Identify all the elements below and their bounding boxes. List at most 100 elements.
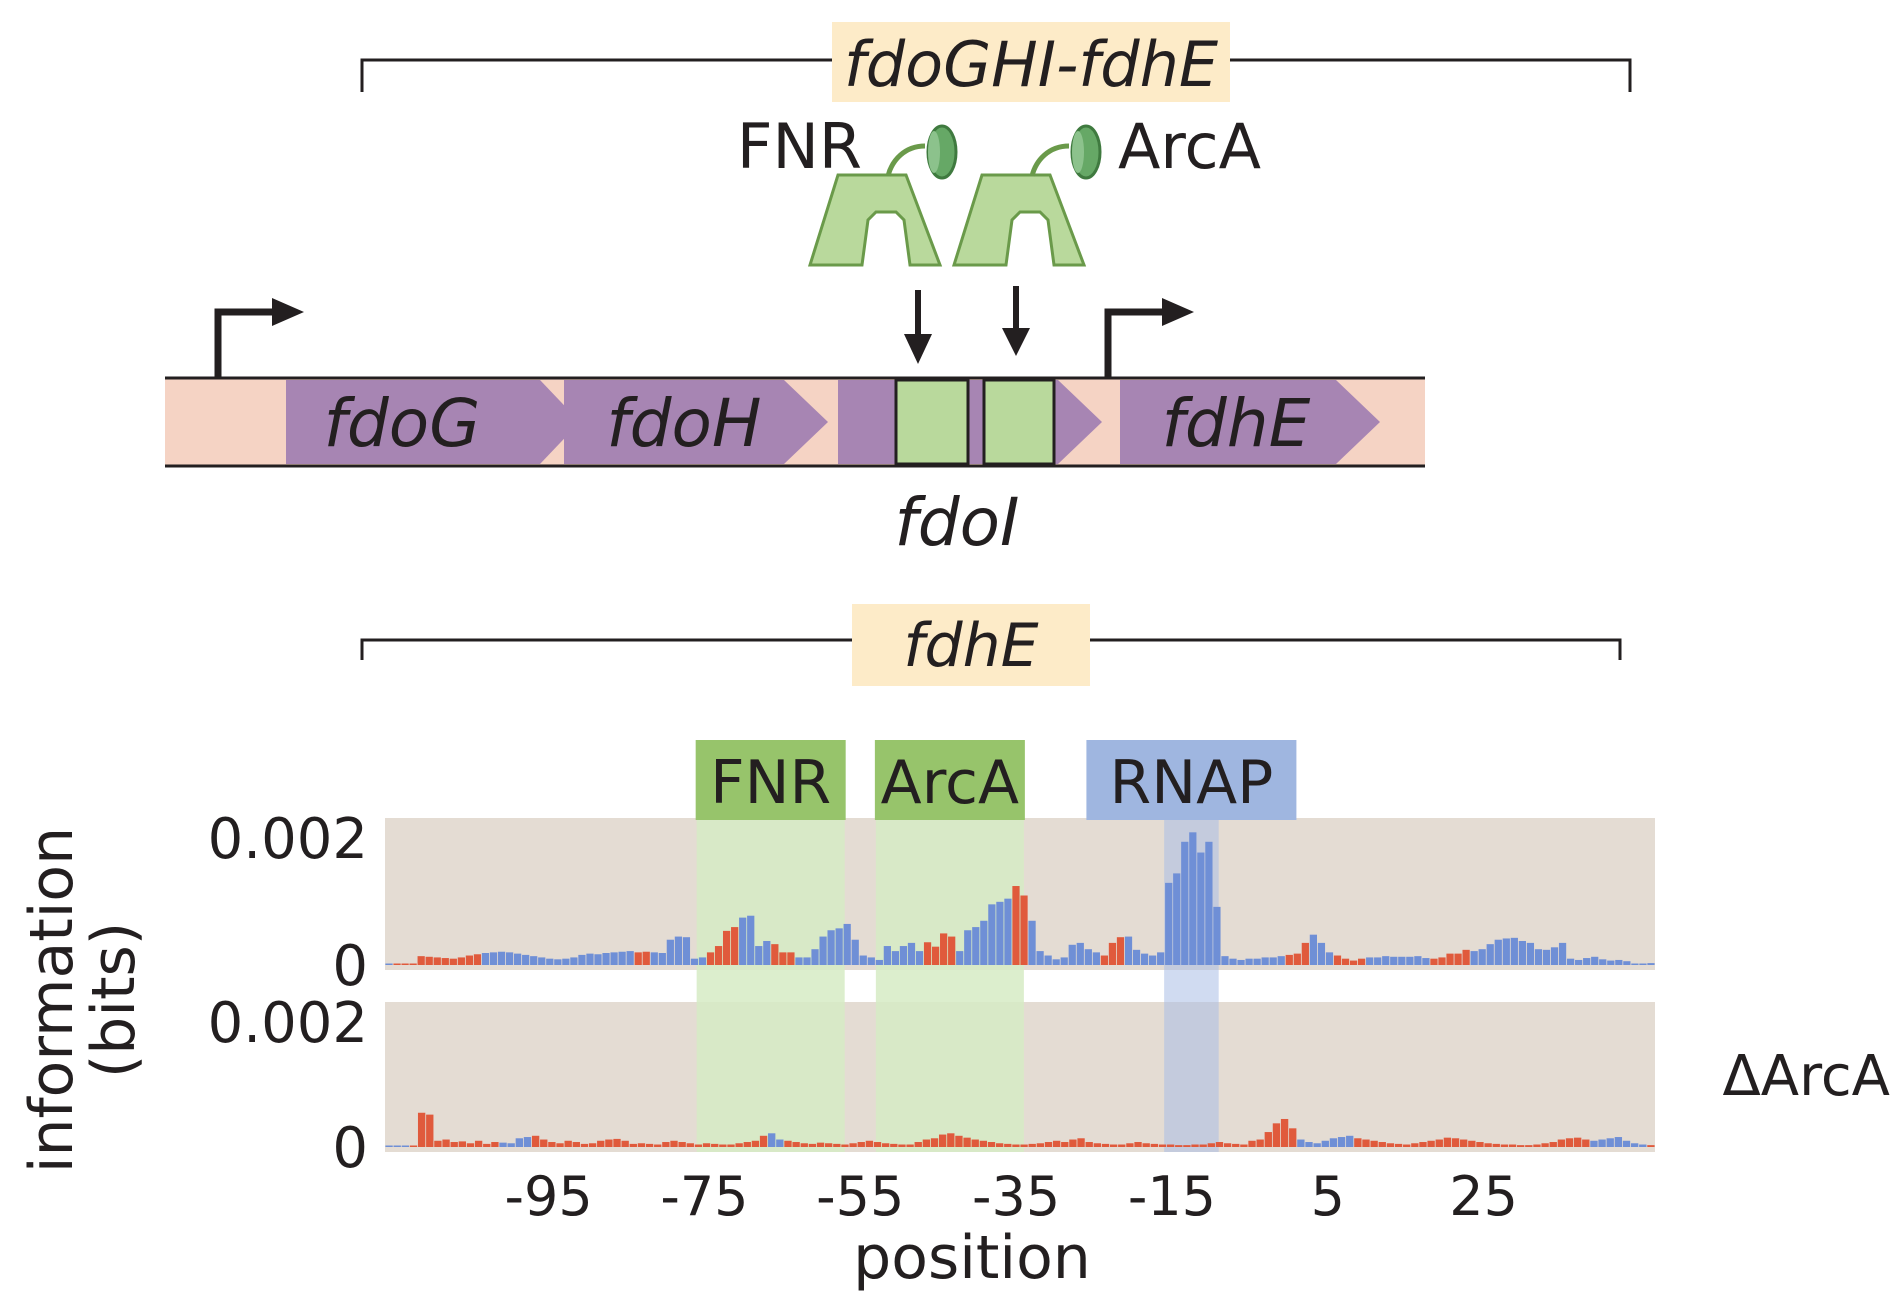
bar-panel2-1 [393, 1145, 401, 1147]
bar-panel2-38 [694, 1144, 703, 1147]
bar-panel1-86 [1076, 942, 1084, 965]
bar-panel1-125 [1390, 956, 1398, 965]
bar-panel2-48 [776, 1139, 784, 1147]
bar-panel1-153 [1615, 959, 1623, 965]
bar-panel2-49 [784, 1140, 792, 1147]
bar-panel1-122 [1366, 957, 1374, 965]
bar-panel2-107 [1256, 1139, 1264, 1147]
bar-panel1-71 [956, 951, 964, 965]
bar-panel2-110 [1280, 1118, 1289, 1147]
bar-panel2-51 [800, 1143, 808, 1147]
bar-panel1-44 [739, 917, 747, 965]
y-axis-label-line: (bits) [79, 922, 149, 1078]
gene-label-fdog: fdoG [324, 385, 481, 462]
bar-panel1-19 [538, 957, 546, 965]
arca-protein-shape [951, 173, 1087, 267]
bar-panel2-80 [1036, 1143, 1045, 1147]
bar-panel1-148 [1575, 959, 1583, 965]
y-tick-label: 0.002 [208, 807, 368, 872]
bar-panel1-107 [1245, 958, 1253, 965]
bar-panel2-28 [613, 1138, 621, 1147]
bar-panel1-138 [1494, 939, 1502, 965]
binding-site-arca [982, 378, 1056, 466]
bar-panel2-143 [1549, 1142, 1557, 1147]
bar-panel1-115 [1309, 934, 1318, 965]
bar-panel2-39 [702, 1143, 711, 1147]
bar-panel1-121 [1357, 958, 1366, 965]
bar-panel2-85 [1077, 1138, 1085, 1147]
bar-panel2-27 [605, 1139, 613, 1147]
arrow-down-icon [1002, 328, 1030, 356]
bar-panel2-129 [1435, 1139, 1443, 1147]
y-axis-label: information(bits) [17, 827, 149, 1173]
bar-panel2-20 [548, 1142, 556, 1147]
bar-panel2-46 [759, 1135, 768, 1147]
bar-panel2-23 [572, 1142, 580, 1147]
bar-panel2-122 [1378, 1142, 1386, 1147]
bar-panel2-34 [662, 1142, 670, 1147]
bar-panel2-148 [1590, 1140, 1598, 1147]
bar-panel1-127 [1406, 956, 1414, 965]
bar-panel1-13 [489, 952, 498, 965]
bar-panel2-99 [1191, 1144, 1199, 1147]
bar-panel2-115 [1321, 1140, 1329, 1147]
bar-panel2-57 [849, 1143, 857, 1147]
bar-panel2-22 [564, 1140, 572, 1147]
bar-panel2-41 [719, 1144, 727, 1147]
bar-panel2-74 [987, 1142, 996, 1147]
bar-panel1-53 [811, 949, 819, 965]
bar-panel1-41 [714, 946, 723, 965]
bar-panel2-92 [1134, 1142, 1142, 1147]
bar-panel2-152 [1622, 1140, 1631, 1147]
bar-panel1-48 [771, 944, 779, 965]
arca-ligand-stalk [1029, 143, 1070, 177]
bar-panel2-114 [1313, 1143, 1321, 1147]
bar-panel1-56 [835, 928, 843, 965]
promoter-arrow-icon [1162, 298, 1194, 326]
bar-panel1-10 [465, 955, 474, 965]
bar-panel1-106 [1237, 959, 1245, 965]
bar-panel1-47 [763, 940, 771, 965]
bar-panel2-135 [1484, 1143, 1492, 1147]
bar-panel2-117 [1337, 1137, 1346, 1147]
bar-panel1-50 [787, 952, 795, 965]
regulator-label-arca: ArcA [1118, 110, 1261, 183]
gene-label-fdhe: fdhE [1162, 385, 1311, 462]
bar-panel2-9 [458, 1141, 467, 1147]
panel-label-delta-arca: ΔArcA [1722, 1044, 1890, 1109]
bar-panel1-124 [1382, 956, 1390, 965]
bar-panel2-111 [1289, 1128, 1297, 1147]
bar-panel2-12 [483, 1143, 491, 1147]
bar-panel2-69 [947, 1133, 955, 1147]
bar-panel1-63 [891, 951, 900, 965]
x-tick-label: -35 [972, 1165, 1060, 1228]
bar-panel2-82 [1052, 1140, 1061, 1147]
bar-panel2-147 [1582, 1139, 1590, 1147]
bar-panel2-3 [409, 1145, 418, 1147]
bar-panel1-91 [1116, 937, 1125, 965]
bar-panel2-19 [540, 1139, 548, 1147]
bar-panel1-149 [1583, 958, 1591, 965]
x-tick-label: 5 [1311, 1165, 1345, 1228]
fnr-ligand-highlight [928, 131, 940, 173]
bar-panel1-55 [827, 930, 835, 965]
bar-panel2-97 [1175, 1145, 1183, 1147]
bar-panel2-0 [385, 1145, 393, 1147]
bar-panel1-96 [1157, 952, 1165, 965]
bar-panel1-51 [795, 957, 803, 965]
bar-panel1-118 [1333, 955, 1342, 965]
bar-panel1-147 [1566, 958, 1575, 965]
bar-panel1-114 [1301, 942, 1309, 965]
bar-panel1-66 [915, 951, 924, 965]
bar-panel2-7 [442, 1139, 450, 1147]
bar-panel1-109 [1261, 957, 1269, 965]
bar-panel1-5 [425, 956, 433, 965]
bar-panel1-8 [449, 958, 457, 965]
bar-panel1-0 [385, 963, 393, 965]
bar-panel1-21 [554, 959, 562, 965]
bar-panel1-134 [1462, 949, 1470, 965]
bar-panel2-37 [686, 1143, 694, 1147]
regulator-fnr: FNR [737, 110, 958, 267]
gene-arrow-fdhe [1120, 380, 1380, 464]
